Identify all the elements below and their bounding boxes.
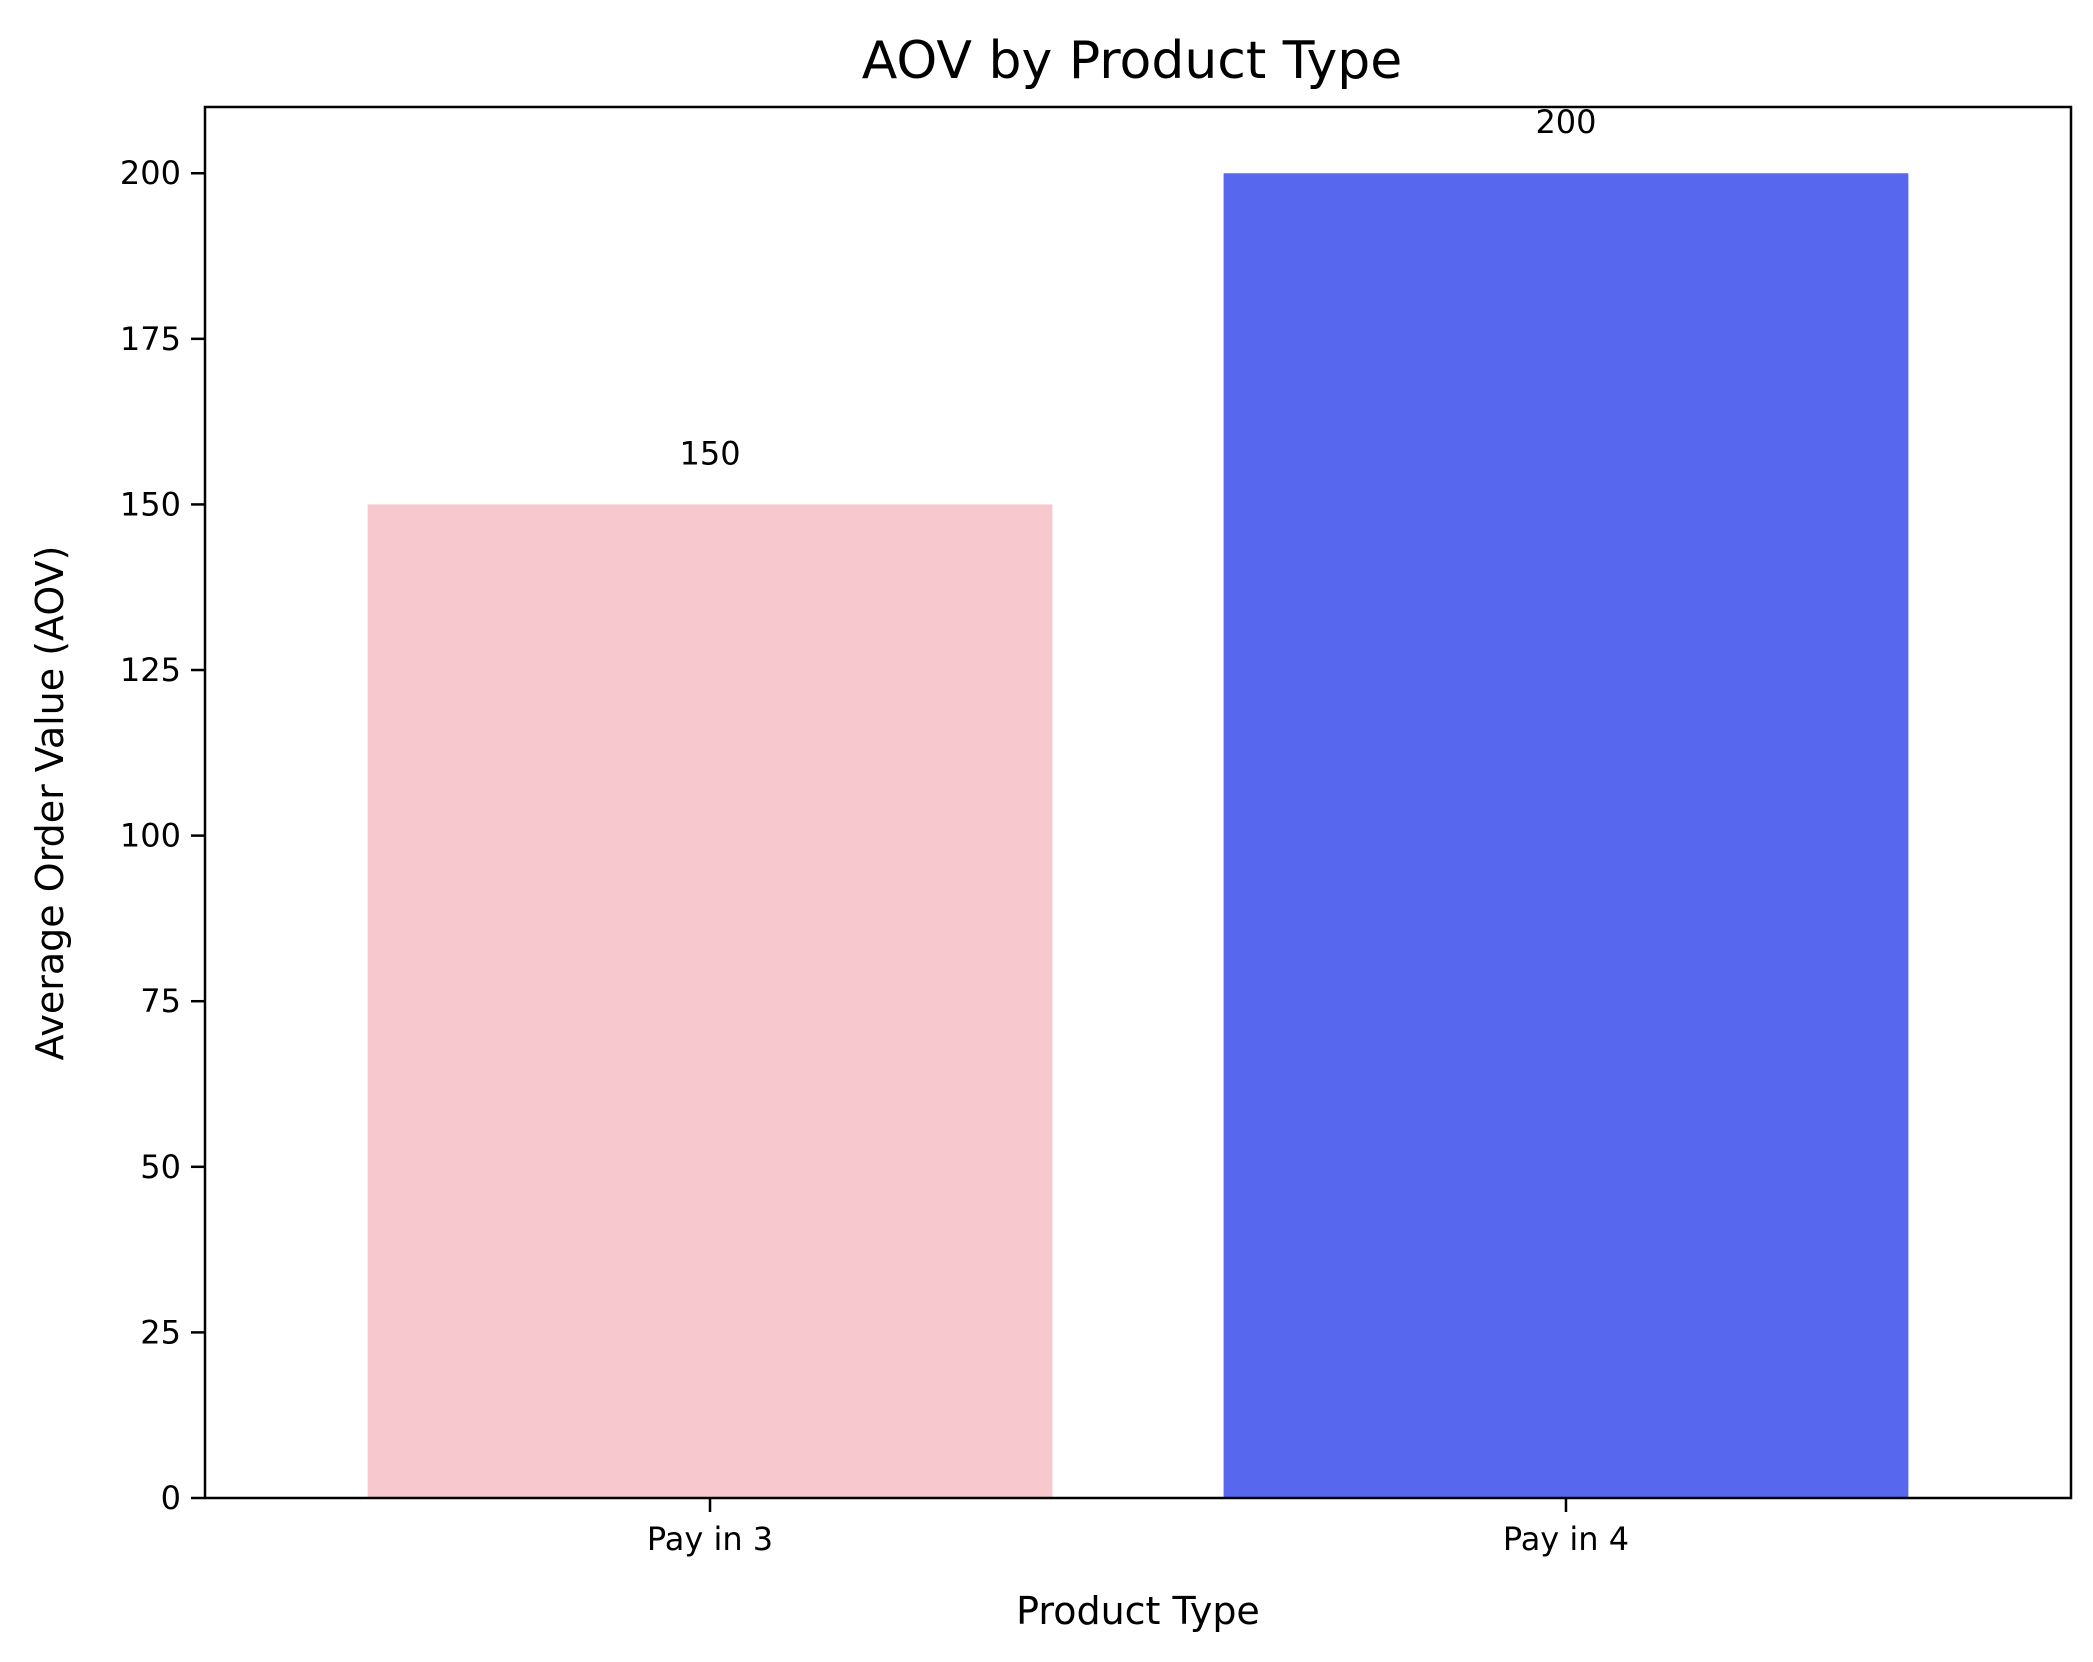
x-axis-label: Product Type	[1016, 1589, 1260, 1633]
bar-pay-in-4	[1223, 173, 1909, 1499]
y-tick-label-0: 0	[161, 1479, 181, 1517]
x-tick-label-pay-in-3: Pay in 3	[647, 1520, 773, 1558]
data-label-pay-in-3: 150	[679, 434, 740, 472]
bars-layer	[367, 173, 1909, 1499]
y-tick-label-100: 100	[120, 817, 181, 855]
bar-pay-in-3	[367, 504, 1053, 1498]
y-axis-label: Average Order Value (AOV)	[28, 546, 72, 1061]
y-axis: 0 25 50 75 100 125 150 175 200	[120, 154, 205, 1517]
data-labels-layer: 150 200	[679, 103, 1596, 472]
y-tick-label-150: 150	[120, 485, 181, 523]
x-tick-label-pay-in-4: Pay in 4	[1503, 1520, 1629, 1558]
data-label-pay-in-4: 200	[1535, 103, 1596, 141]
y-tick-label-200: 200	[120, 154, 181, 192]
y-tick-label-50: 50	[140, 1148, 181, 1186]
y-tick-label-75: 75	[140, 982, 181, 1020]
y-tick-label-25: 25	[140, 1313, 181, 1351]
y-tick-label-175: 175	[120, 320, 181, 358]
y-tick-label-125: 125	[120, 651, 181, 689]
chart-title: AOV by Product Type	[862, 31, 1403, 91]
plot-frame	[203, 105, 2073, 1500]
x-axis: Pay in 3 Pay in 4	[647, 1498, 1629, 1558]
